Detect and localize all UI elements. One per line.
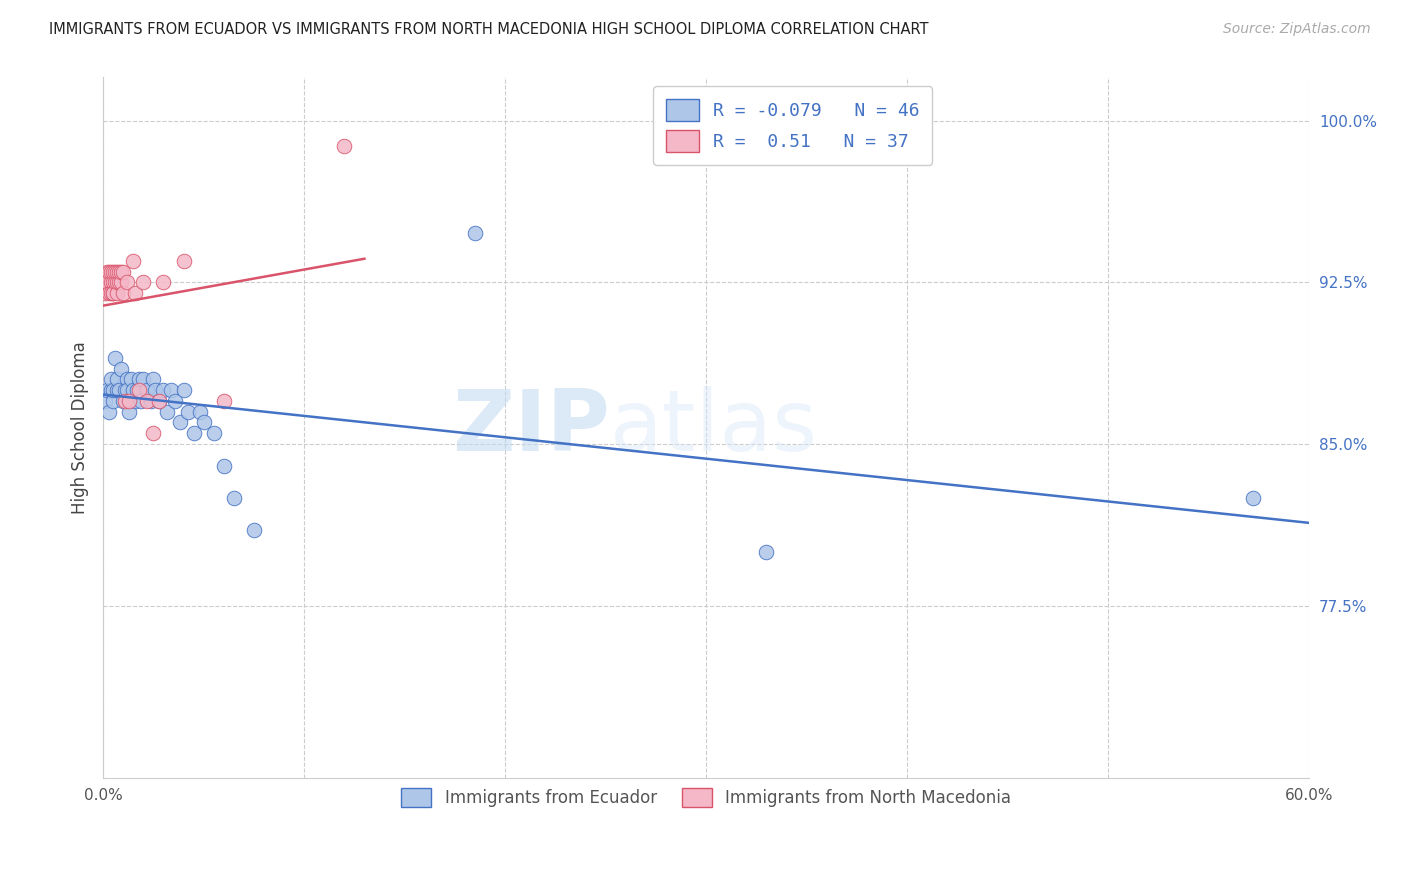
Point <box>98 264 121 278</box>
Point <box>117 275 139 289</box>
Point <box>105 372 128 386</box>
Point <box>148 393 170 408</box>
Point <box>188 405 211 419</box>
Point <box>112 286 135 301</box>
Point <box>222 491 245 505</box>
Point <box>112 393 135 408</box>
Point <box>169 416 191 430</box>
Point <box>464 226 486 240</box>
Point <box>173 253 195 268</box>
Point <box>101 286 124 301</box>
Point <box>98 405 121 419</box>
Point <box>96 383 118 397</box>
Point <box>122 253 145 268</box>
Point <box>755 545 778 559</box>
Text: Source: ZipAtlas.com: Source: ZipAtlas.com <box>1223 22 1371 37</box>
Point <box>118 393 141 408</box>
Text: IMMIGRANTS FROM ECUADOR VS IMMIGRANTS FROM NORTH MACEDONIA HIGH SCHOOL DIPLOMA C: IMMIGRANTS FROM ECUADOR VS IMMIGRANTS FR… <box>49 22 929 37</box>
Point <box>132 275 155 289</box>
Point <box>98 286 121 301</box>
Text: atlas: atlas <box>610 386 818 469</box>
Point <box>105 264 128 278</box>
Point <box>108 264 131 278</box>
Point <box>105 286 128 301</box>
Point <box>165 393 187 408</box>
Point <box>243 523 266 537</box>
Point <box>96 264 118 278</box>
Point <box>124 286 146 301</box>
Point <box>120 372 142 386</box>
Point <box>193 416 215 430</box>
Point <box>105 275 128 289</box>
Point <box>104 351 127 365</box>
Point <box>145 383 167 397</box>
Point <box>101 275 124 289</box>
Point <box>1241 491 1264 505</box>
Point <box>100 264 122 278</box>
Point <box>114 393 136 408</box>
Point <box>128 383 150 397</box>
Point <box>142 426 165 441</box>
Point <box>142 372 165 386</box>
Point <box>105 383 128 397</box>
Point <box>94 286 117 301</box>
Point <box>101 383 124 397</box>
Point <box>100 383 122 397</box>
Point <box>122 383 145 397</box>
Point <box>148 393 170 408</box>
Point <box>202 426 225 441</box>
Point <box>132 372 155 386</box>
Point <box>94 393 117 408</box>
Point <box>100 286 122 301</box>
Point <box>173 383 195 397</box>
Point <box>156 405 179 419</box>
Point <box>152 383 174 397</box>
Point <box>108 383 131 397</box>
Legend: Immigrants from Ecuador, Immigrants from North Macedonia: Immigrants from Ecuador, Immigrants from… <box>392 780 1019 815</box>
Text: ZIP: ZIP <box>451 386 610 469</box>
Point <box>114 383 136 397</box>
Point <box>212 393 235 408</box>
Point <box>96 275 118 289</box>
Point <box>124 393 146 408</box>
Point <box>333 139 356 153</box>
Point <box>112 264 135 278</box>
Point <box>117 372 139 386</box>
Point <box>212 458 235 473</box>
Point <box>131 393 153 408</box>
Point <box>183 426 205 441</box>
Point <box>152 275 174 289</box>
Point <box>108 275 131 289</box>
Point <box>101 264 124 278</box>
Point <box>104 275 127 289</box>
Point <box>100 275 122 289</box>
Point <box>110 275 132 289</box>
Point <box>100 372 122 386</box>
Point <box>101 393 124 408</box>
Point <box>104 264 127 278</box>
Point <box>110 264 132 278</box>
Point <box>128 372 150 386</box>
Point <box>136 383 159 397</box>
Point <box>176 405 198 419</box>
Point <box>118 405 141 419</box>
Point <box>160 383 183 397</box>
Y-axis label: High School Diploma: High School Diploma <box>72 342 89 514</box>
Point <box>127 383 149 397</box>
Point <box>136 393 159 408</box>
Point <box>117 383 139 397</box>
Point <box>110 361 132 376</box>
Point <box>141 393 163 408</box>
Point <box>101 286 124 301</box>
